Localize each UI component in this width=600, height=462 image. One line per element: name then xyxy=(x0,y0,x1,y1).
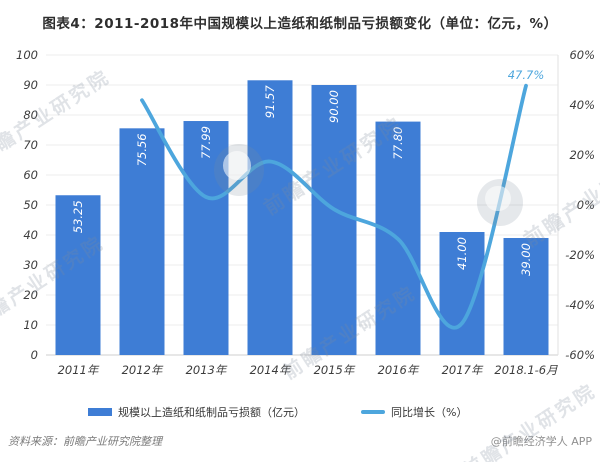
right-axis-tick-label: -40% xyxy=(565,298,595,312)
x-axis-label: 2018.1-6月 xyxy=(494,363,558,377)
x-axis-label: 2013年 xyxy=(186,363,228,377)
right-axis-tick-label: 40% xyxy=(569,98,595,112)
bar-value-label: 77.99 xyxy=(199,126,213,159)
loss-amount-bar xyxy=(503,238,549,355)
loss-amount-bar xyxy=(55,195,101,355)
left-axis-tick-label: 80 xyxy=(23,108,38,122)
bar-value-label: 53.25 xyxy=(71,200,85,233)
left-axis-tick-label: 40 xyxy=(23,228,38,242)
x-axis-label: 2017年 xyxy=(442,363,484,377)
brand-note: @前瞻经济学人 APP xyxy=(490,435,592,448)
bar-value-label: 75.56 xyxy=(135,133,149,166)
legend-item-growth[interactable]: 同比增长（%） xyxy=(361,404,467,420)
right-axis-tick-label: 0% xyxy=(577,198,595,212)
x-axis-label: 2011年 xyxy=(58,363,100,377)
growth-line xyxy=(140,83,528,330)
bar-value-label: 91.57 xyxy=(263,85,277,119)
bar-value-label: 41.00 xyxy=(455,237,469,270)
loss-amount-bar xyxy=(183,121,229,355)
left-axis-tick-label: 30 xyxy=(23,258,38,272)
legend-label-loss-amount: 规模以上造纸和纸制品亏损额（亿元） xyxy=(118,406,305,419)
right-axis-tick-label: 60% xyxy=(569,48,595,62)
x-axis-label: 2016年 xyxy=(378,363,420,377)
left-axis-tick-label: 100 xyxy=(16,48,38,62)
source-note: 资料来源：前瞻产业研究院整理 xyxy=(8,435,162,448)
left-axis-tick-label: 90 xyxy=(23,78,38,92)
bar-value-label: 77.80 xyxy=(391,127,405,160)
bar-value-label: 39.00 xyxy=(519,243,533,276)
bar-value-label: 90.00 xyxy=(327,90,341,123)
right-axis-tick-label: -60% xyxy=(565,348,595,362)
x-axis-label: 2015年 xyxy=(314,363,356,377)
legend-label-growth: 同比增长（%） xyxy=(391,406,468,419)
loss-amount-bar xyxy=(119,128,165,355)
left-axis-tick-label: 50 xyxy=(23,198,38,212)
left-axis-tick-label: 20 xyxy=(23,288,38,302)
footer: 资料来源：前瞻产业研究院整理 @前瞻经济学人 APP xyxy=(0,433,600,449)
line-series-swatch-icon xyxy=(361,410,385,414)
combo-chart: 0 10 20 30 40 50 60 70 80 90 100 -60% -40% -20% 0% 20% 4… xyxy=(16,48,595,377)
left-axis-tick-label: 10 xyxy=(23,318,38,332)
right-axis-tick-label: 20% xyxy=(569,148,595,162)
left-axis-tick-label: 70 xyxy=(23,138,38,152)
loss-amount-bar xyxy=(247,80,293,355)
left-axis-tick-label: 0 xyxy=(31,348,38,362)
line-end-value-label: 47.7% xyxy=(508,68,545,82)
right-axis-tick-label: -20% xyxy=(565,248,595,262)
x-axis-label: 2014年 xyxy=(250,363,292,377)
left-axis-tick-label: 60 xyxy=(23,168,38,182)
legend-item-loss-amount[interactable]: 规模以上造纸和纸制品亏损额（亿元） xyxy=(88,404,305,420)
loss-amount-bar xyxy=(311,85,357,355)
x-axis-label: 2012年 xyxy=(122,363,164,377)
chart-title: 图表4：2011-2018年中国规模以上造纸和纸制品亏损额变化（单位：亿元，%） xyxy=(42,16,558,32)
legend: 规模以上造纸和纸制品亏损额（亿元） 同比增长（%） xyxy=(0,404,600,420)
bar-series-swatch-icon xyxy=(88,408,112,416)
